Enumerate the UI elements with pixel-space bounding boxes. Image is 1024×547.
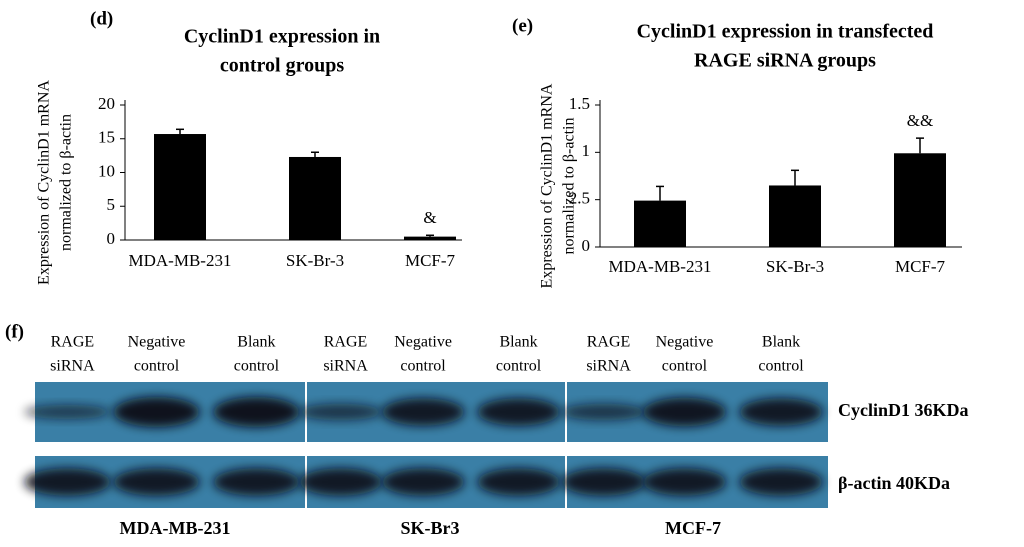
- y-tick-label: 5: [107, 195, 116, 214]
- lane-label: Negative: [394, 334, 452, 351]
- chart-title: CyclinD1 expression in: [184, 26, 380, 48]
- blot-band: [299, 403, 382, 421]
- blot-band: [299, 468, 382, 496]
- lane-label: RAGE: [587, 334, 631, 351]
- lane-label: siRNA: [323, 358, 368, 375]
- x-tick-label: SK-Br-3: [286, 251, 344, 270]
- bar: [769, 185, 821, 247]
- annotation: &: [423, 208, 436, 227]
- blot-band: [213, 397, 300, 427]
- bar: [289, 156, 341, 240]
- group-label: MDA-MB-231: [120, 518, 231, 538]
- blot-band: [381, 468, 465, 496]
- chart-title: control groups: [220, 55, 344, 77]
- y-axis-label: Expression of CyclinD1 mRNA: [539, 83, 556, 288]
- annotation: &&: [907, 111, 933, 130]
- lane-label: RAGE: [324, 334, 368, 351]
- chart-title: CyclinD1 expression in transfected: [637, 21, 934, 43]
- lane-label: Blank: [237, 334, 275, 351]
- group-label: SK-Br3: [400, 518, 459, 538]
- band-label: β-actin 40KDa: [838, 473, 950, 493]
- lane-label: control: [134, 358, 180, 375]
- y-tick-label: 10: [98, 161, 115, 180]
- bar: [154, 134, 206, 240]
- blot-band: [739, 468, 823, 496]
- blot-band: [24, 404, 111, 420]
- blot-band: [113, 468, 200, 496]
- x-tick-label: SK-Br-3: [766, 257, 824, 276]
- lane-label: Blank: [499, 334, 537, 351]
- blot-band: [477, 398, 560, 426]
- panel-label: (f): [5, 321, 24, 342]
- y-axis-label: normalized to β-actin: [58, 114, 75, 251]
- blot-band: [561, 403, 646, 421]
- blot-band: [642, 468, 727, 496]
- x-tick-label: MCF-7: [405, 251, 456, 270]
- blot-band: [642, 397, 727, 427]
- lane-label: RAGE: [51, 334, 95, 351]
- y-tick-label: 2.5: [569, 189, 590, 208]
- y-tick-label: 0: [582, 236, 591, 255]
- x-tick-label: MDA-MB-231: [609, 257, 712, 276]
- panel-label: (e): [512, 15, 533, 36]
- bar: [404, 236, 456, 240]
- y-axis-label: normalized to β-actin: [561, 118, 578, 255]
- blot-band: [381, 398, 465, 426]
- y-tick-label: 15: [98, 128, 115, 147]
- lane-label: control: [758, 358, 804, 375]
- x-tick-label: MDA-MB-231: [129, 251, 232, 270]
- y-tick-label: 1.5: [569, 94, 590, 113]
- lane-label: control: [234, 358, 280, 375]
- lane-label: Blank: [762, 334, 800, 351]
- lane-label: control: [496, 358, 542, 375]
- blot-band: [477, 468, 560, 496]
- lane-label: siRNA: [50, 358, 95, 375]
- y-tick-label: 20: [98, 94, 115, 113]
- band-label: CyclinD1 36KDa: [838, 400, 969, 420]
- lane-label: siRNA: [586, 358, 631, 375]
- y-tick-label: 1: [582, 141, 591, 160]
- blot-band: [213, 468, 300, 496]
- blot-band: [561, 468, 646, 496]
- group-label: MCF-7: [665, 518, 721, 538]
- y-tick-label: 0: [107, 229, 116, 248]
- lane-label: control: [400, 358, 446, 375]
- lane-label: Negative: [656, 334, 714, 351]
- bar: [894, 153, 946, 247]
- chart-title: RAGE siRNA groups: [694, 50, 876, 72]
- bar: [634, 200, 686, 247]
- y-axis-label: Expression of CyclinD1 mRNA: [36, 80, 53, 285]
- panel-label: (d): [90, 8, 113, 29]
- blot-band: [113, 397, 200, 427]
- x-tick-label: MCF-7: [895, 257, 946, 276]
- blot-band: [24, 468, 111, 496]
- lane-label: control: [662, 358, 708, 375]
- blot-band: [739, 398, 823, 426]
- lane-label: Negative: [128, 334, 186, 351]
